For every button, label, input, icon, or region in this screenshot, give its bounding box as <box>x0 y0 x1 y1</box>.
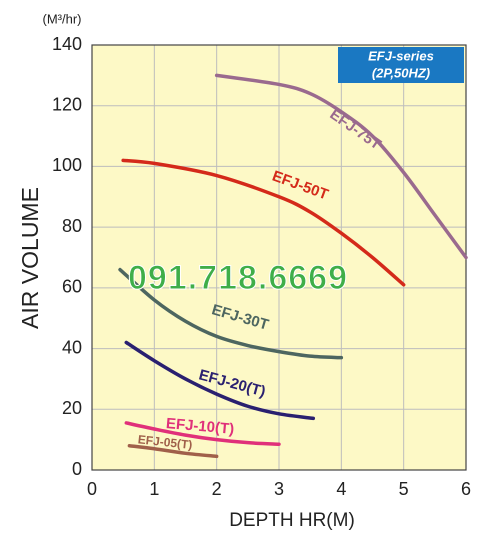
y-tick-label: 20 <box>62 398 82 418</box>
series-label: EFJ-series <box>368 48 434 63</box>
watermark: 091.718.6669 <box>128 259 348 297</box>
y-unit: (M³/hr) <box>43 11 82 26</box>
y-tick-label: 40 <box>62 337 82 357</box>
x-tick-label: 5 <box>399 479 409 499</box>
x-tick-label: 0 <box>87 479 97 499</box>
y-tick-label: 0 <box>72 459 82 479</box>
x-tick-label: 3 <box>274 479 284 499</box>
series-line <box>121 158 406 287</box>
y-tick-label: 140 <box>52 34 82 54</box>
series-line <box>118 267 344 360</box>
series-line <box>127 443 219 459</box>
series-box <box>338 47 464 83</box>
y-axis-title: AIR VOLUME <box>17 187 43 329</box>
series-label: (2P,50HZ) <box>372 65 430 80</box>
y-tick-label: 80 <box>62 216 82 236</box>
series-name: EFJ-10(T) <box>165 415 235 438</box>
series-line <box>214 73 468 260</box>
series-name: EFJ-05(T) <box>137 432 193 452</box>
x-tick-label: 1 <box>149 479 159 499</box>
x-axis-title: DEPTH HR(M) <box>229 510 355 531</box>
x-tick-label: 4 <box>336 479 346 499</box>
y-tick-label: 120 <box>52 94 82 114</box>
x-tick-label: 6 <box>461 479 471 499</box>
y-tick-label: 60 <box>62 277 82 297</box>
series-line <box>124 340 316 421</box>
series-line <box>124 421 281 446</box>
y-tick-label: 100 <box>52 155 82 175</box>
x-tick-label: 2 <box>212 479 222 499</box>
